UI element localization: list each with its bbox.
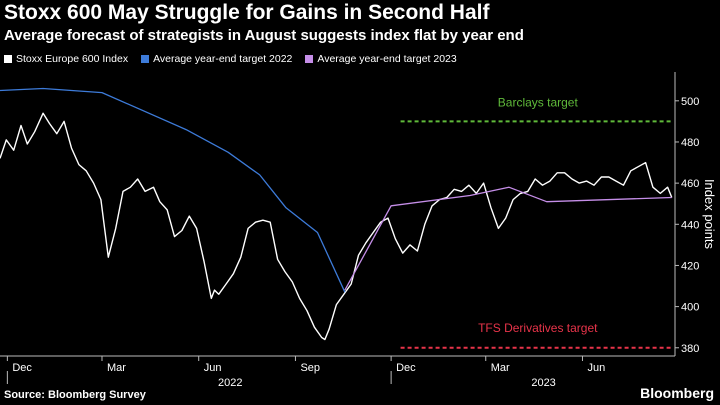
legend-swatch-target-2022 <box>141 55 150 63</box>
x-tick-label: Sep <box>300 362 320 374</box>
barclays-target-label: Barclays target <box>498 95 579 109</box>
y-tick-label: 440 <box>681 219 699 231</box>
legend-item-target-2022: Average year-end target 2022 <box>141 53 292 65</box>
source-note: Source: Bloomberg Survey <box>4 389 146 401</box>
y-tick-label: 400 <box>681 302 699 314</box>
chart-subtitle: Average forecast of strategists in Augus… <box>4 27 524 44</box>
legend-label-index: Stoxx Europe 600 Index <box>16 53 129 65</box>
bloomberg-logo: Bloomberg <box>640 385 714 401</box>
legend-label-target-2023: Average year-end target 2023 <box>317 53 457 65</box>
chart-legend: Stoxx Europe 600 Index Average year-end … <box>4 53 457 65</box>
year-label: 2022 <box>218 377 242 389</box>
target-2023-line <box>344 186 672 291</box>
legend-swatch-index <box>4 55 12 63</box>
stoxx-index-line <box>0 112 673 341</box>
target-2022-line <box>0 87 346 293</box>
x-tick-label: Jun <box>204 362 222 374</box>
legend-item-target-2023: Average year-end target 2023 <box>305 53 457 65</box>
legend-item-index: Stoxx Europe 600 Index <box>4 53 128 65</box>
year-label: 2023 <box>531 377 555 389</box>
legend-label-target-2022: Average year-end target 2022 <box>153 53 293 65</box>
y-axis-label: Index points <box>702 179 717 250</box>
y-tick-label: 500 <box>681 96 699 108</box>
legend-swatch-target-2023 <box>305 55 314 63</box>
x-tick-label: Dec <box>396 362 416 374</box>
tfs-target-label: TFS Derivatives target <box>478 321 598 335</box>
y-tick-label: 480 <box>681 137 699 149</box>
y-tick-label: 420 <box>681 260 699 272</box>
chart-title: Stoxx 600 May Struggle for Gains in Seco… <box>4 1 490 24</box>
y-tick-label: 380 <box>681 343 699 355</box>
x-tick-label: Mar <box>491 362 510 374</box>
x-tick-label: Dec <box>12 362 32 374</box>
y-tick-label: 460 <box>681 178 699 190</box>
x-tick-label: Mar <box>107 362 126 374</box>
x-tick-label: Jun <box>587 362 605 374</box>
